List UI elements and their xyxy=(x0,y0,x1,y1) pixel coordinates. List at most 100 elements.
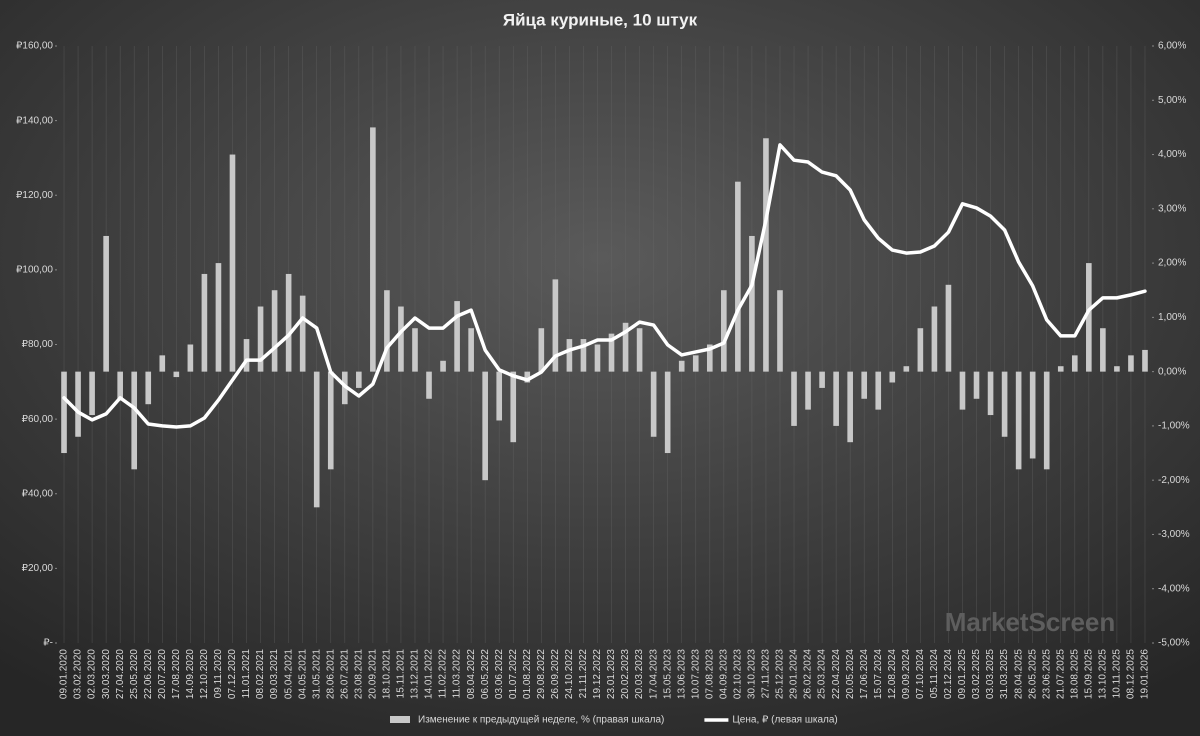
bar xyxy=(721,290,727,372)
x-tick-label: 07.08.2023 xyxy=(704,649,715,699)
x-tick-label: 05.04.2021 xyxy=(283,649,294,699)
bar xyxy=(1086,263,1092,372)
bar xyxy=(299,295,306,372)
x-tick-label: 19.01.2026 xyxy=(1140,649,1151,699)
bar xyxy=(412,328,418,372)
bar xyxy=(594,344,601,372)
bar xyxy=(1100,328,1106,372)
bar xyxy=(173,371,180,378)
legend-swatch xyxy=(390,716,410,723)
bar xyxy=(510,371,517,443)
x-tick-label: 15.05.2023 xyxy=(662,649,673,699)
y2-tick-label: -5,00% xyxy=(1158,638,1190,649)
x-tick-label: 15.11.2021 xyxy=(396,649,407,699)
bar xyxy=(145,371,152,405)
y-tick-label: ₽40,00 xyxy=(22,488,54,499)
x-tick-label: 12.08.2024 xyxy=(887,649,898,699)
x-tick-label: 14.01.2022 xyxy=(424,649,435,699)
x-tick-label: 04.09.2023 xyxy=(718,649,729,699)
bar xyxy=(580,339,587,372)
x-tick-label: 10.11.2025 xyxy=(1112,649,1123,699)
x-tick-label: 13.12.2021 xyxy=(410,649,421,699)
x-tick-label: 17.04.2023 xyxy=(648,649,659,699)
bar xyxy=(959,371,966,410)
x-tick-label: 04.05.2021 xyxy=(297,649,308,699)
bar xyxy=(75,371,81,437)
bar xyxy=(257,306,264,372)
bar xyxy=(201,273,208,372)
x-tick-label: 15.09.2025 xyxy=(1083,649,1094,699)
y-tick-label: ₽120,00 xyxy=(16,190,53,201)
y2-tick-label: -4,00% xyxy=(1158,583,1190,594)
x-tick-label: 20.09.2021 xyxy=(368,649,379,699)
bar xyxy=(524,371,531,383)
x-tick-label: 27.11.2023 xyxy=(761,649,772,699)
bar xyxy=(327,371,334,470)
bar xyxy=(398,306,404,372)
x-tick-label: 11.02.2022 xyxy=(438,649,449,699)
y2-tick-label: 0,00% xyxy=(1158,366,1186,377)
bar xyxy=(566,339,573,372)
x-tick-label: 18.08.2025 xyxy=(1069,649,1080,699)
bar xyxy=(791,371,797,426)
x-tick-label: 08.04.2022 xyxy=(466,649,477,699)
bar xyxy=(749,235,755,372)
y2-tick-label: 6,00% xyxy=(1158,41,1186,52)
bar xyxy=(103,235,109,372)
x-tick-label: 07.12.2020 xyxy=(227,649,238,699)
bar xyxy=(1128,355,1134,372)
bar xyxy=(384,290,390,372)
bar xyxy=(89,371,95,416)
x-tick-label: 29.08.2022 xyxy=(536,649,547,699)
bar xyxy=(243,339,250,372)
bar xyxy=(426,371,432,399)
x-tick-label: 23.08.2021 xyxy=(353,649,364,699)
x-tick-label: 13.10.2025 xyxy=(1098,649,1109,699)
bar xyxy=(650,371,657,437)
line xyxy=(62,143,1147,429)
bar xyxy=(229,154,236,372)
x-tick-label: 01.07.2022 xyxy=(508,649,519,699)
x-tick-label: 27.04.2020 xyxy=(115,649,126,699)
bar xyxy=(482,371,488,481)
bar xyxy=(131,371,138,470)
bar xyxy=(664,371,671,454)
bar xyxy=(706,344,713,372)
x-tick-label: 26.05.2025 xyxy=(1027,649,1038,699)
x-tick-label: 09.01.2020 xyxy=(59,649,70,699)
bar xyxy=(1001,371,1008,437)
y2-tick-label: -2,00% xyxy=(1158,475,1190,486)
x-tick-label: 31.03.2025 xyxy=(999,649,1010,699)
x-tick-label: 20.02.2023 xyxy=(620,649,631,699)
bar xyxy=(931,306,938,372)
bar xyxy=(538,328,545,372)
x-tick-label: 26.07.2021 xyxy=(339,649,350,699)
x-tick-label: 18.10.2021 xyxy=(382,649,393,699)
bar xyxy=(608,333,615,372)
x-tick-label: 25.12.2023 xyxy=(775,649,786,699)
x-tick-label: 26.02.2024 xyxy=(803,649,814,699)
x-tick-label: 23.06.2025 xyxy=(1041,649,1052,699)
y-tick-label: ₽- xyxy=(43,638,53,649)
x-tick-label: 13.06.2023 xyxy=(676,649,687,699)
x-tick-label: 03.02.2020 xyxy=(73,649,84,699)
x-tick-label: 02.03.2020 xyxy=(87,649,98,699)
bar xyxy=(917,328,924,372)
x-tick-label: 25.03.2024 xyxy=(817,649,828,699)
bar xyxy=(1015,371,1022,470)
x-tick-label: 30.10.2023 xyxy=(747,649,758,699)
legend-label: Цена, ₽ (левая шкала) xyxy=(732,715,837,726)
x-tick-label: 21.11.2022 xyxy=(578,649,589,699)
y-tick-label: ₽100,00 xyxy=(16,265,53,276)
bar xyxy=(468,328,474,372)
bar xyxy=(847,371,853,443)
bar xyxy=(215,263,222,372)
x-tick-label: 23.01.2023 xyxy=(606,649,617,699)
bar xyxy=(692,355,699,372)
bar xyxy=(945,284,952,372)
bar xyxy=(1029,371,1036,459)
x-tick-label: 06.05.2022 xyxy=(480,649,491,699)
y2-tick-label: -1,00% xyxy=(1158,421,1190,432)
x-tick-label: 05.11.2024 xyxy=(929,649,940,699)
